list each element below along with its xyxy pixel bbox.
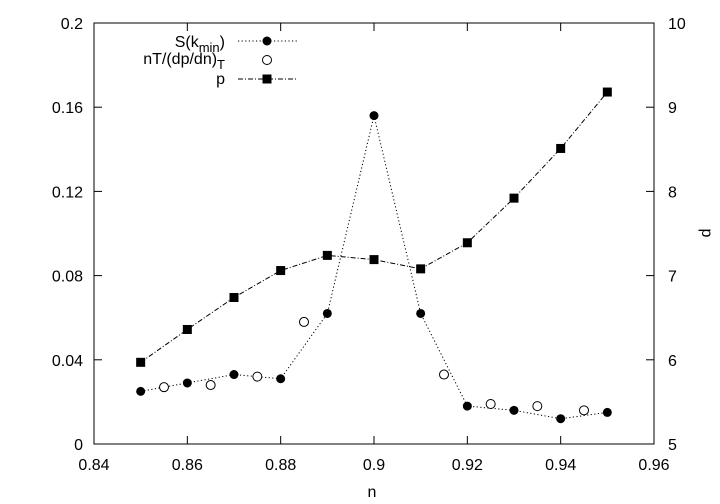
- data-point-p: [182, 324, 192, 334]
- x-axis-label: n: [368, 484, 377, 501]
- legend-nt-base: nT/(dp/dn): [143, 51, 217, 68]
- legend-label-p: p: [216, 71, 225, 88]
- legend-marker-s: [262, 36, 272, 46]
- data-point-S: [182, 378, 192, 388]
- x-tick-label: 0.96: [638, 457, 669, 474]
- x-tick-label: 0.94: [545, 457, 576, 474]
- data-point-p: [416, 264, 426, 274]
- data-point-nT: [532, 401, 543, 412]
- y2-tick-label: 9: [668, 100, 677, 117]
- legend-label-nt: nT/(dp/dn)T: [143, 51, 225, 72]
- y-tick-label: 0.12: [52, 184, 83, 201]
- data-point-nT: [439, 369, 449, 380]
- data-point-p: [276, 266, 286, 276]
- data-point-S: [509, 405, 519, 415]
- y-tick-label: 0.08: [52, 269, 83, 286]
- data-point-nT: [252, 371, 263, 382]
- x-tick-label: 0.9: [363, 457, 385, 474]
- legend-s-sub: min: [199, 40, 220, 55]
- data-point-p: [509, 193, 519, 203]
- data-point-S: [416, 308, 426, 318]
- legend: S(kmin) nT/(dp/dn)T p: [143, 34, 298, 88]
- y-tick-label: 0.16: [52, 100, 83, 117]
- series-line-p: [140, 91, 608, 363]
- y2-tick-label: 6: [668, 353, 677, 370]
- data-point-nT: [485, 399, 496, 410]
- data-point-p: [556, 143, 566, 153]
- legend-s-close: ): [220, 34, 225, 51]
- data-point-nT: [299, 316, 309, 327]
- x-axis: 0.84 0.86 0.88 0.9 0.92 0.94 0.96: [78, 23, 670, 474]
- x-tick-label: 0.84: [78, 457, 109, 474]
- plot-frame: [93, 22, 655, 445]
- legend-marker-nt: [262, 55, 272, 65]
- data-point-S: [602, 407, 612, 417]
- y-tick-label: 0.2: [61, 16, 83, 33]
- y-tick-label: 0: [74, 437, 83, 454]
- data-point-p: [322, 250, 332, 260]
- data-point-S: [369, 111, 379, 121]
- data-point-S: [462, 401, 472, 411]
- data-point-nT: [159, 382, 169, 393]
- y2-tick-label: 10: [668, 16, 686, 33]
- legend-nt-sub: T: [217, 57, 225, 72]
- x-tick-label: 0.92: [452, 457, 483, 474]
- data-point-S: [276, 374, 286, 384]
- y2-tick-label: 8: [668, 184, 677, 201]
- data-point-p: [229, 292, 239, 302]
- series-layer: [136, 87, 612, 424]
- x-tick-label: 0.86: [172, 457, 203, 474]
- data-point-S: [322, 308, 332, 318]
- legend-label-s: S(kmin): [175, 34, 225, 55]
- y2-tick-label: 7: [668, 269, 677, 286]
- legend-s-base: S(k: [175, 34, 200, 51]
- data-point-p: [602, 87, 612, 97]
- y2-axis-label: p: [698, 229, 715, 238]
- y2-axis: 5 6 7 8 9 10: [646, 16, 686, 454]
- x-tick-label: 0.88: [265, 457, 296, 474]
- data-point-S: [556, 414, 566, 424]
- legend-marker-p: [262, 74, 272, 84]
- series-line-S: [140, 115, 608, 420]
- data-point-nT: [205, 380, 216, 391]
- y-axis: 0 0.04 0.08 0.12 0.16 0.2: [52, 16, 102, 454]
- y2-tick-label: 5: [668, 437, 677, 454]
- data-point-S: [229, 370, 239, 380]
- data-point-p: [462, 238, 472, 248]
- data-point-p: [136, 357, 146, 367]
- data-point-nT: [579, 405, 589, 416]
- data-point-p: [369, 255, 379, 265]
- data-point-S: [136, 386, 146, 396]
- y-tick-label: 0.04: [52, 353, 83, 370]
